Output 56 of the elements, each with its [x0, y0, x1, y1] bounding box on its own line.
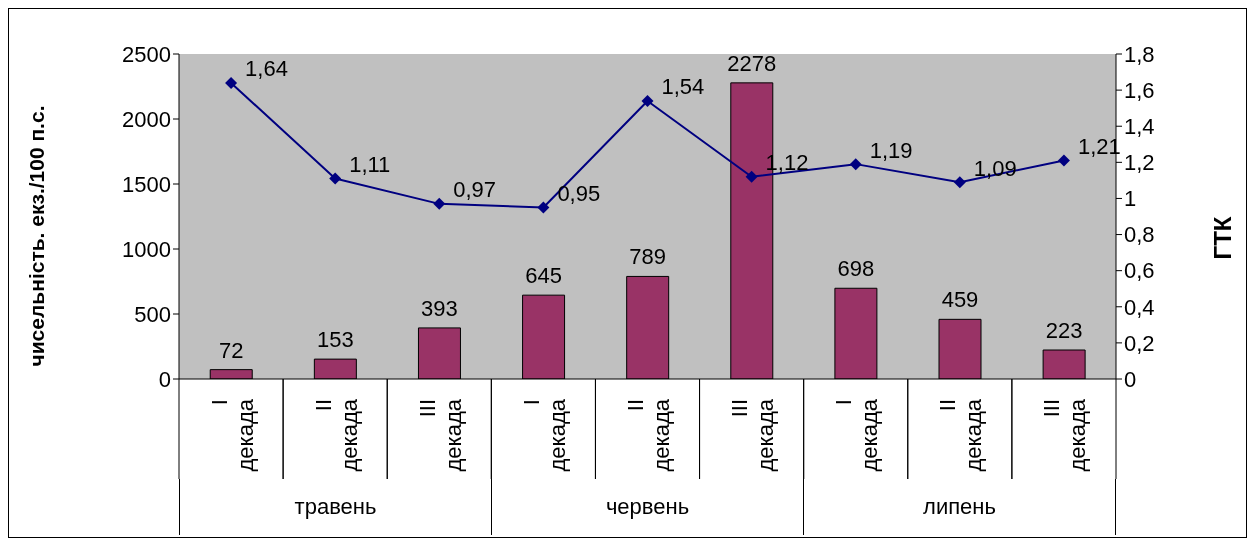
point: [225, 76, 238, 89]
y-tick-label: 500: [134, 301, 171, 327]
data-label: 1,11: [349, 152, 391, 178]
y2-tick-label: 1,2: [1124, 150, 1155, 176]
x-tick-label: I декада: [518, 398, 570, 472]
data-label: 1,54: [661, 74, 705, 100]
data-label: 0,95: [557, 180, 601, 206]
y-tick-label: 0: [158, 366, 171, 392]
y2-tick-label: 1,6: [1124, 77, 1155, 103]
x-tick-label: III декада: [414, 398, 466, 472]
y-tick-label: 1500: [122, 171, 171, 197]
x-tick-label: II декада: [310, 398, 362, 472]
data-label: 789: [629, 244, 667, 270]
y2-tick-label: 0,2: [1124, 330, 1155, 356]
data-label: 223: [1045, 318, 1083, 344]
y-axis-title: чисельність. екз./100 п.с.: [25, 105, 49, 367]
data-label: 645: [525, 263, 562, 289]
point: [641, 94, 654, 107]
text: травень: [179, 479, 491, 535]
y2-tick-label: 1,8: [1124, 41, 1155, 67]
x-tick-label: II декада: [935, 398, 987, 472]
y2-tick-label: 0,8: [1124, 222, 1155, 248]
y-tick-label: 2000: [122, 106, 171, 132]
point: [1057, 154, 1070, 167]
y-tick-label: 1000: [122, 236, 171, 262]
data-label: 698: [837, 256, 875, 282]
point: [953, 176, 966, 189]
x-tick-label: I декада: [206, 398, 258, 472]
data-label: 1,21: [1077, 134, 1121, 160]
y2-tick-label: 1,4: [1124, 114, 1155, 140]
y2-tick-label: 1: [1124, 186, 1137, 212]
data-label: 2278: [727, 50, 777, 76]
data-label: 1,64: [245, 56, 288, 82]
y2-axis-title: ГТК: [1208, 216, 1236, 260]
y2-tick-label: 0: [1124, 366, 1137, 392]
point: [537, 201, 550, 214]
point: [329, 172, 342, 185]
point: [433, 197, 446, 210]
point: [849, 158, 862, 171]
x-tick-label: I декада: [831, 398, 883, 472]
data-label: 393: [421, 295, 458, 321]
data-label: 153: [316, 327, 354, 353]
data-label: 1,09: [973, 155, 1017, 181]
point: [745, 170, 758, 183]
text: липень: [803, 479, 1116, 535]
x-tick-label: III декада: [727, 398, 779, 472]
y-tick-label: 2500: [122, 41, 171, 67]
x-tick-label: III декада: [1039, 398, 1091, 472]
data-label: 72: [218, 337, 244, 363]
y2-tick-label: 0,6: [1124, 258, 1155, 284]
x-tick-label: II декада: [623, 398, 674, 472]
data-label: 0,97: [453, 177, 497, 203]
text: червень: [491, 479, 803, 535]
data-label: 1,19: [869, 137, 913, 163]
data-label: 459: [941, 287, 979, 313]
y2-tick-label: 0,4: [1124, 294, 1155, 320]
